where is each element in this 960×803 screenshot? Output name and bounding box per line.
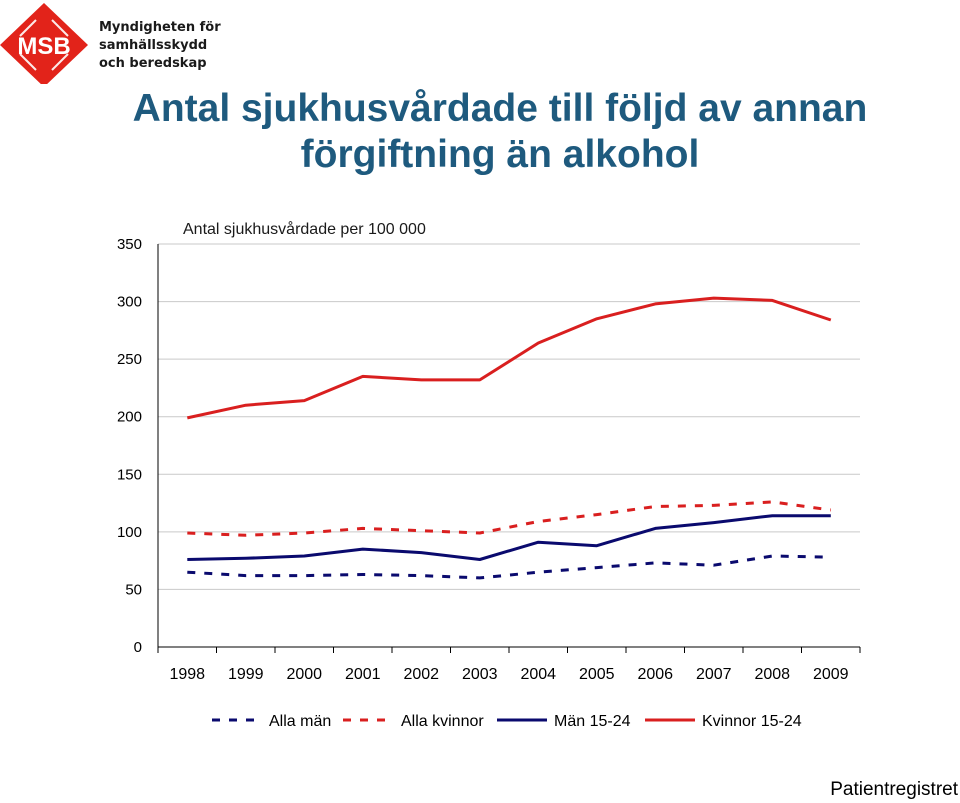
y-tick-label: 250 [117, 351, 142, 368]
x-tick-label: 1998 [169, 666, 205, 683]
x-tick-label: 2002 [403, 666, 439, 683]
x-tick-label: 2000 [286, 666, 322, 683]
series-line [186, 296, 832, 420]
y-tick-label: 350 [117, 236, 142, 253]
x-tick-label: 2008 [754, 666, 790, 683]
x-tick-label: 2004 [520, 666, 556, 683]
y-tick-label: 0 [134, 639, 142, 656]
x-tick-label: 1999 [228, 666, 264, 683]
organization-name-line: och beredskap [99, 56, 207, 71]
msb-logo-badge [0, 3, 88, 84]
series-line [187, 514, 831, 561]
page-title-line: Antal sjukhusvårdade till följd av annan [132, 87, 868, 130]
source-label: Patientregistret [830, 779, 958, 800]
legend-label: Kvinnor 15-24 [702, 713, 802, 730]
legend-label: Alla män [269, 713, 331, 730]
y-tick-label: 100 [117, 524, 142, 541]
x-tick-label: 2003 [462, 666, 498, 683]
series-line [187, 500, 832, 537]
chart-subtitle: Antal sjukhusvårdade per 100 000 [183, 220, 426, 238]
page-title: Antal sjukhusvårdade till följd av annan… [40, 86, 960, 178]
y-tick-label: 150 [117, 466, 142, 483]
x-tick-label: 2005 [579, 666, 615, 683]
y-tick-label: 50 [125, 581, 142, 598]
y-tick-label: 200 [117, 409, 142, 426]
x-tick-label: 2009 [813, 666, 849, 683]
series-line [187, 554, 831, 580]
x-tick-label: 2001 [345, 666, 381, 683]
msb-logo-text: MSB [17, 33, 70, 60]
page-title-line: förgiftning än alkohol [300, 133, 700, 176]
organization-name-line: samhällsskydd [99, 38, 208, 53]
x-tick-label: 2006 [637, 666, 673, 683]
y-tick-label: 300 [117, 294, 142, 311]
msb-logo: MSB [0, 3, 88, 84]
x-tick-label: 2007 [696, 666, 732, 683]
legend-label: Alla kvinnor [401, 713, 484, 730]
organization-name: Myndigheten för samhällsskydd och bereds… [99, 19, 221, 73]
legend-label: Män 15-24 [554, 713, 631, 730]
organization-name-line: Myndigheten för [99, 20, 221, 35]
